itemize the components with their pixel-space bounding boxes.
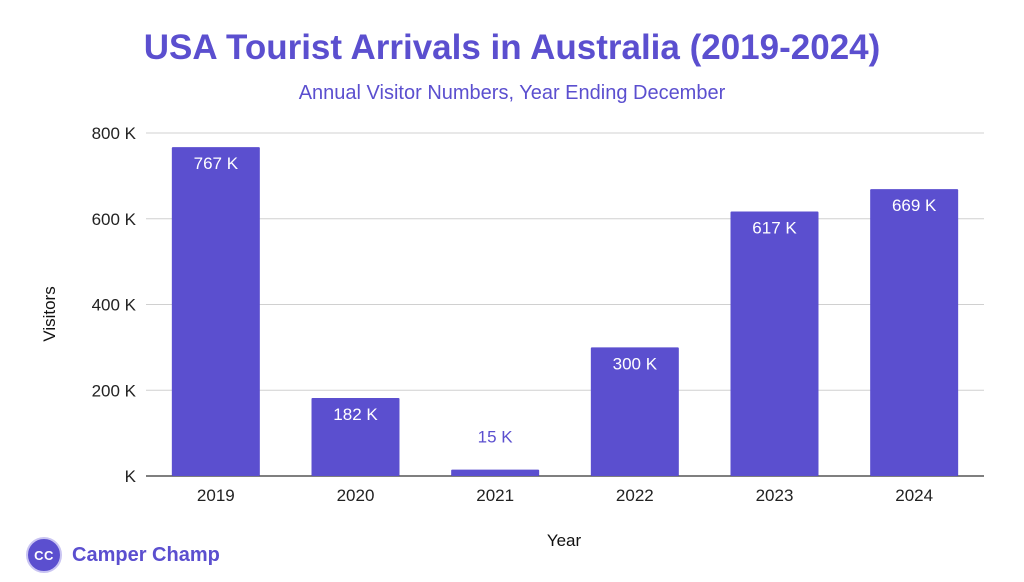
y-tick-label: 200 K [92, 381, 137, 400]
y-tick-label: 800 K [92, 124, 137, 143]
bar-2024 [870, 189, 959, 476]
x-tick-label-2022: 2022 [616, 486, 654, 505]
data-label-2020: 182 K [333, 405, 378, 424]
x-tick-label-2020: 2020 [337, 486, 375, 505]
bar-2021 [451, 469, 540, 476]
y-axis-title: Visitors [40, 286, 59, 341]
y-tick-label: 600 K [92, 210, 137, 229]
data-label-2023: 617 K [752, 218, 797, 237]
y-tick-label: K [125, 467, 137, 486]
chart-title: USA Tourist Arrivals in Australia (2019-… [143, 28, 881, 67]
x-axis-ticks: 2019 2020 2021 2022 2023 2024 [197, 486, 933, 505]
bars [171, 147, 959, 476]
data-label-2019: 767 K [194, 154, 239, 173]
bar-2019 [171, 147, 260, 476]
bar-2022 [590, 347, 679, 476]
brand-name: Camper Champ [72, 543, 220, 566]
data-label-2024: 669 K [892, 196, 937, 215]
data-labels: 767 K 182 K 15 K 300 K 617 K 669 K [194, 154, 937, 446]
data-label-2022: 300 K [613, 354, 658, 373]
data-label-2021: 15 K [478, 428, 514, 447]
camper-champ-logo-icon: CC [26, 537, 62, 573]
chart-subtitle: Annual Visitor Numbers, Year Ending Dece… [298, 82, 726, 104]
x-tick-label-2019: 2019 [197, 486, 235, 505]
y-axis-ticks: K 200 K 400 K 600 K 800 K [92, 124, 137, 486]
x-tick-label-2023: 2023 [756, 486, 794, 505]
gridlines [146, 132, 984, 477]
bar-2020 [311, 397, 400, 476]
x-tick-label-2024: 2024 [895, 486, 933, 505]
brand: CC Camper Champ [26, 536, 220, 574]
x-axis-title: Year [547, 531, 582, 550]
bar-2023 [730, 211, 819, 476]
y-tick-label: 400 K [92, 296, 137, 315]
x-tick-label-2021: 2021 [476, 486, 514, 505]
